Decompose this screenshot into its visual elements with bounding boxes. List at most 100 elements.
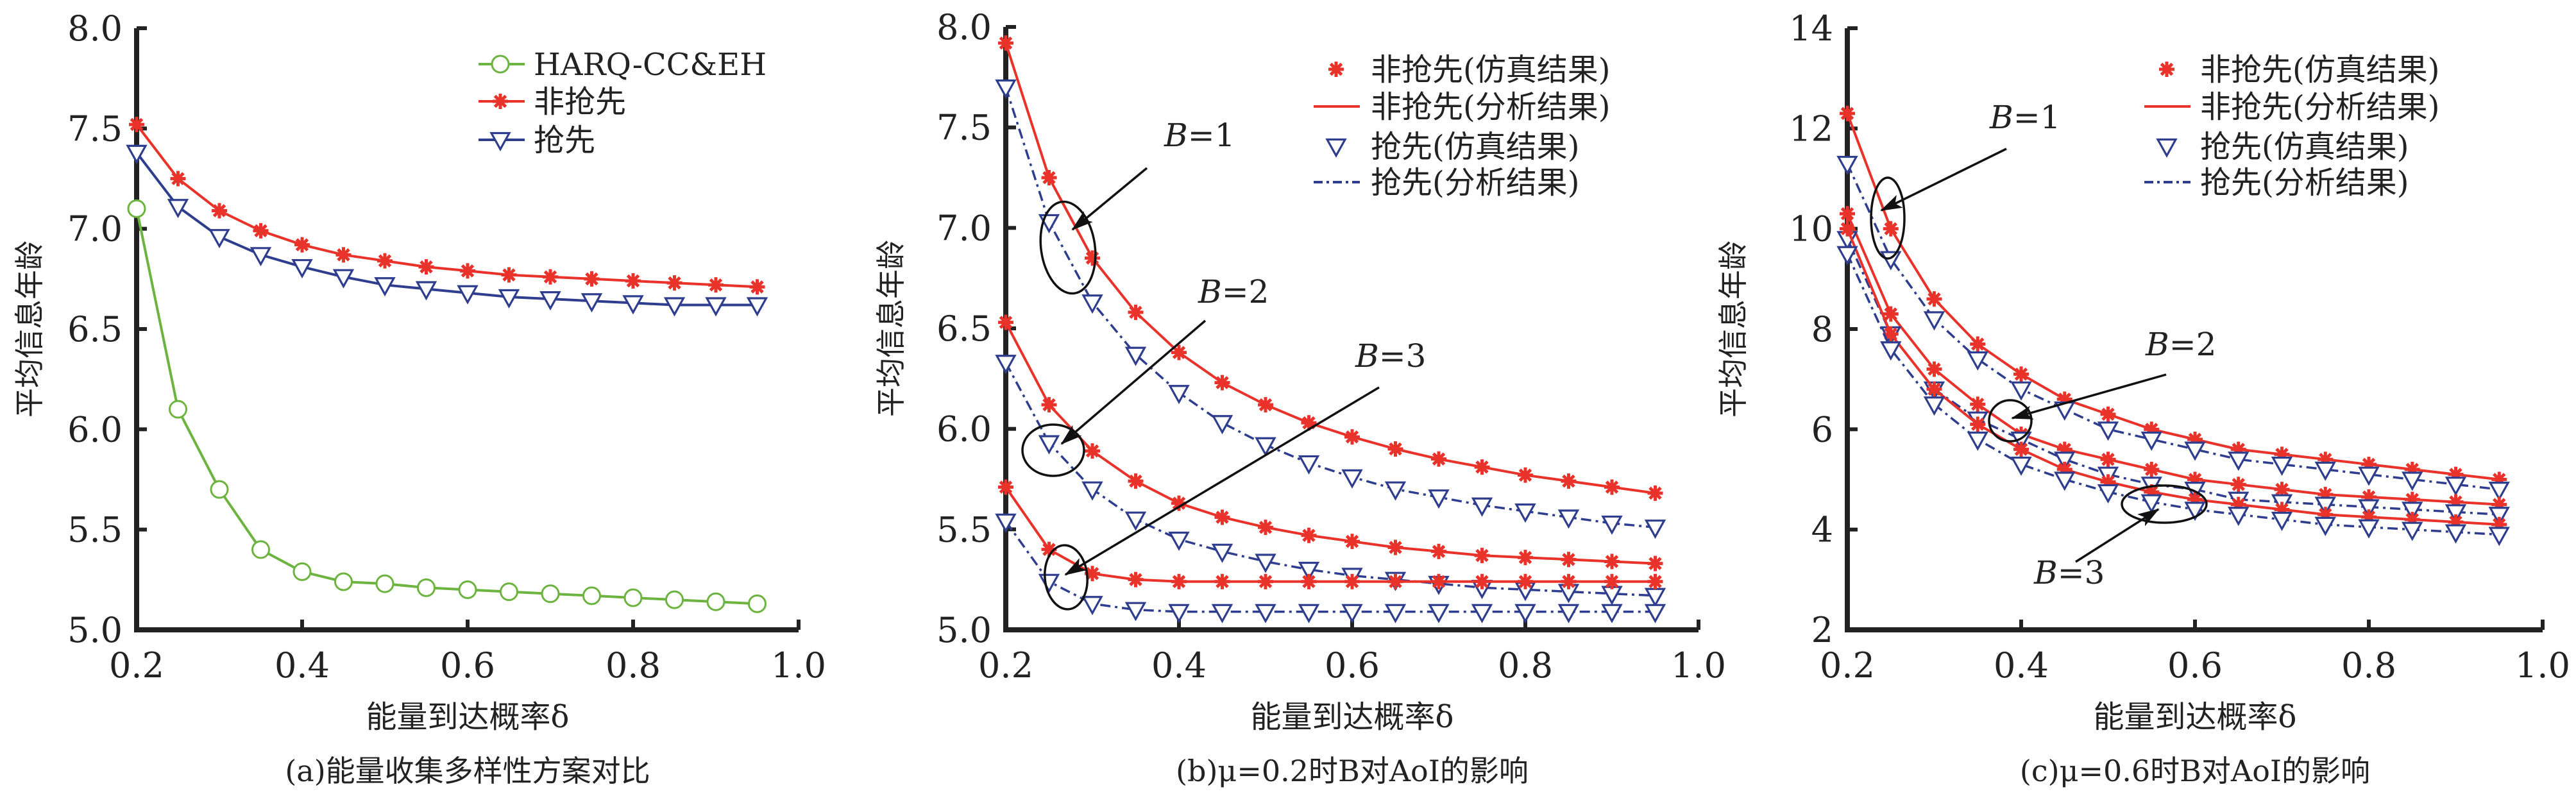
annotation-arrow	[1880, 148, 2007, 212]
data-point	[167, 199, 189, 219]
data-point	[1341, 604, 1363, 623]
star-stroke	[1216, 575, 1229, 589]
data-point	[2488, 527, 2510, 546]
y-tick-label: 4	[1811, 510, 1833, 550]
legend-item: 抢先(分析结果)	[1314, 165, 1579, 201]
star-stroke	[461, 264, 475, 278]
data-point	[1836, 155, 1858, 176]
annotation-b1: B=1	[1870, 99, 2060, 260]
data-point	[1171, 573, 1187, 589]
data-point	[1970, 396, 1986, 412]
annotation-ellipse	[1870, 176, 1906, 260]
data-point	[1840, 221, 1855, 237]
series-line	[135, 151, 758, 307]
star-stroke	[1518, 575, 1532, 589]
series-4	[998, 479, 1663, 589]
data-point	[1255, 437, 1276, 457]
star-stroke	[1345, 534, 1359, 548]
y-tick-label: 6	[1811, 409, 1833, 450]
data-point	[129, 117, 144, 133]
annotation-value: =2	[1222, 273, 1269, 310]
data-point	[2010, 456, 2032, 477]
star-stroke	[2275, 482, 2289, 496]
star-stroke	[1884, 222, 1898, 235]
series-1	[995, 79, 1666, 539]
data-point	[1344, 429, 1360, 445]
data-point	[334, 572, 353, 591]
data-point	[1211, 543, 1233, 563]
annotation-arrow	[2075, 508, 2160, 563]
star-stroke	[1172, 346, 1186, 359]
series-line	[1846, 253, 2500, 536]
y-tick-label: 6.0	[936, 409, 992, 450]
data-point	[1038, 573, 1060, 593]
x-tick-label: 1.0	[1671, 645, 1726, 686]
annotation-label: B=3	[2033, 554, 2105, 591]
data-point	[1647, 555, 1663, 571]
data-point	[2402, 471, 2423, 491]
data-point	[1883, 221, 1899, 237]
data-point	[2144, 461, 2160, 477]
data-point	[1168, 385, 1190, 405]
panel-caption: (b)μ=0.2时B对AoI的影响	[1176, 754, 1529, 788]
data-point	[1085, 443, 1100, 459]
legend-item: 抢先(分析结果)	[2144, 165, 2409, 201]
annotation-value: =1	[1188, 117, 1235, 154]
data-point	[294, 237, 310, 253]
data-point	[584, 271, 600, 287]
data-point	[749, 279, 765, 295]
data-point	[1298, 604, 1320, 623]
data-point	[1258, 573, 1273, 589]
x-tick-label: 0.8	[606, 645, 661, 686]
data-point	[1214, 375, 1230, 391]
legend-label: 非抢先	[534, 84, 626, 120]
star-stroke	[1928, 382, 1941, 396]
data-point	[1085, 566, 1100, 582]
data-point	[374, 277, 396, 297]
star-stroke	[1432, 545, 1446, 559]
panel-caption: (a)能量收集多样性方案对比	[285, 754, 650, 788]
data-point	[1301, 527, 1317, 543]
star-stroke	[1475, 548, 1489, 562]
data-point	[1298, 455, 1320, 475]
data-point	[1387, 441, 1403, 457]
star-stroke	[750, 280, 764, 294]
star-stroke	[1216, 376, 1229, 389]
data-point	[1604, 479, 1620, 495]
series-line	[1846, 213, 2500, 506]
annotation-ellipse	[1039, 200, 1097, 295]
annotation-b2: B=2	[1988, 326, 2216, 443]
star-stroke	[2101, 407, 2115, 421]
data-point	[1428, 489, 1450, 509]
data-point	[1431, 543, 1446, 559]
data-point	[1518, 467, 1533, 483]
data-point	[1883, 326, 1899, 342]
legend-label: 非抢先(仿真结果)	[2200, 52, 2439, 88]
series-5	[995, 513, 1666, 623]
data-point	[1474, 548, 1490, 564]
data-point	[1168, 604, 1190, 623]
star-stroke	[1329, 62, 1343, 76]
data-point	[995, 79, 1017, 99]
y-tick-label: 7.5	[67, 108, 123, 149]
data-point	[1644, 587, 1666, 607]
star-stroke	[1042, 171, 1056, 185]
data-point	[1836, 246, 1858, 266]
data-point	[1041, 397, 1057, 413]
data-point	[1561, 552, 1577, 568]
legend-marker	[493, 94, 508, 109]
annotation-arrow	[1064, 386, 1380, 576]
data-point	[1081, 294, 1103, 314]
data-point	[998, 314, 1013, 330]
data-point	[2100, 452, 2116, 468]
annotation-arrow	[2011, 373, 2167, 419]
data-point	[663, 297, 686, 317]
legend-label: 抢先(仿真结果)	[2200, 129, 2409, 165]
data-point	[2228, 507, 2250, 527]
star-stroke	[1605, 480, 1619, 494]
data-point	[169, 400, 187, 419]
legend-item: HARQ-CC&EH	[479, 47, 767, 83]
star-stroke	[1389, 442, 1402, 456]
series-line	[135, 123, 758, 289]
data-point	[708, 277, 724, 293]
